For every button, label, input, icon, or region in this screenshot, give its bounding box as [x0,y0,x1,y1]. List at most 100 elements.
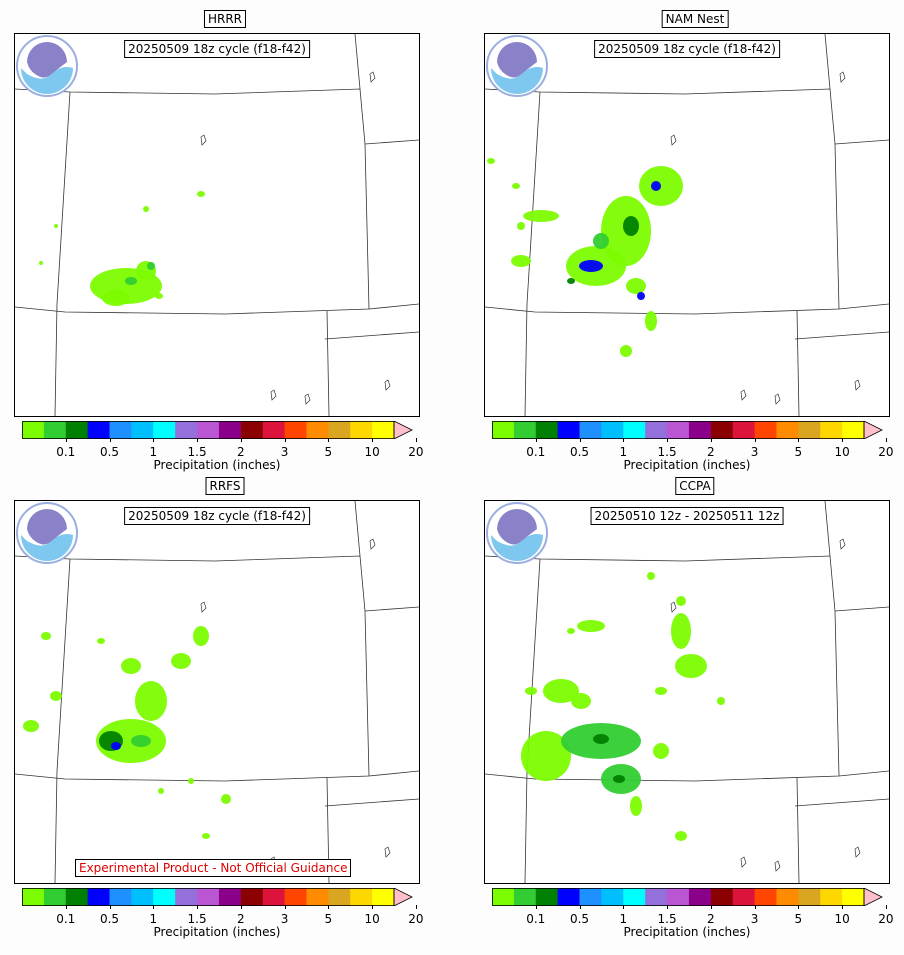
colorbar-swatch [754,421,777,439]
tick-label: 5 [794,445,803,459]
colorbar-swatch [776,421,799,439]
tick-label: 20 [408,912,424,926]
colorbar-swatch [43,421,67,439]
colorbar-swatch [22,421,45,439]
colorbar-swatch [109,888,132,906]
colorbar-swatch [842,421,865,439]
colorbar-swatch [513,421,537,439]
tick-mark [798,905,800,909]
colorbar-swatch [645,888,668,906]
colorbar-swatch [667,888,690,906]
colorbar-swatch [645,421,668,439]
precipitation-field [521,572,725,841]
colorbar-swatch [732,421,756,439]
colorbar [492,888,883,906]
precip-area [675,654,707,678]
colorbar-swatch [284,421,307,439]
tick-label: 10 [834,912,850,926]
tick-label: 20 [878,912,894,926]
precip-area [645,311,657,331]
colorbar-swatch [350,888,373,906]
tick-label: 10 [364,912,380,926]
colorbar-swatch [372,421,395,439]
precip-area [676,596,686,606]
colorbar-swatch [43,888,67,906]
tick-label: 3 [280,912,289,926]
colorbar [22,888,413,906]
precip-area [567,278,575,284]
colorbar-swatch [175,421,198,439]
tick-label: 1.5 [187,445,207,459]
colorbar-swatch [65,421,89,439]
precip-area [97,638,105,644]
tick-label: 2 [706,445,715,459]
precip-map: 20250510 12z - 20250511 12z [484,500,890,884]
tick-label: 0.1 [526,445,546,459]
precipitation-field [39,191,205,306]
precip-area [158,788,164,794]
colorbar-swatch [153,888,176,906]
colorbar-swatch [688,888,712,906]
colorbar-swatch [350,421,373,439]
precip-area [571,693,591,709]
colorbar-swatch [732,888,756,906]
map-panel: RRFS 20250509 18z cycle (f18-f42) Experime… [0,467,450,939]
disclaimer-label: Experimental Product - Not Official Guid… [75,859,352,877]
tick-mark [372,905,374,909]
tick-label: 1.5 [657,912,677,926]
tick-label: 3 [280,445,289,459]
precip-area [623,216,639,236]
tick-mark [65,438,67,442]
tick-label: 1 [619,445,628,459]
tick-mark [153,438,155,442]
colorbar-swatch [328,888,351,906]
precip-area [39,261,43,265]
tick-label: 3 [750,912,759,926]
precip-area [111,742,121,750]
precip-area [221,794,231,804]
tick-mark [65,905,67,909]
colorbar-swatch [328,421,351,439]
colorbar-swatch [557,421,581,439]
tick-mark [842,438,844,442]
tick-mark [535,905,537,909]
tick-label: 0.5 [99,912,120,926]
precip-area [23,720,39,732]
colorbar-ticks: 0.1 0.5 1 1.5 2 3 5 10 20 [22,438,424,459]
colorbar-swatch [131,421,154,439]
colorbar-swatch [535,421,559,439]
precip-area [613,775,625,783]
tick-label: 2 [236,445,245,459]
noaa-logo-icon [486,35,548,97]
colorbar-swatch [197,421,220,439]
map-panel: CCPA 20250510 12z - 20250511 12z 0.1 0.5 1 1.… [470,467,904,939]
precip-map: 20250509 18z cycle (f18-f42) [14,33,420,417]
colorbar-swatch [535,888,559,906]
colorbar-swatch [492,888,515,906]
precip-area [671,613,691,649]
colorbar-swatch [688,421,712,439]
state-boundaries [485,34,889,416]
precip-area [155,293,163,299]
precip-area [517,222,525,230]
tick-mark [754,438,756,442]
precip-area [577,620,605,632]
noaa-logo-icon [486,502,548,564]
colorbar-swatch [197,888,220,906]
precip-area [567,628,575,634]
cycle-label: 20250509 18z cycle (f18-f42) [594,40,780,58]
precip-area [647,572,655,580]
tick-mark [240,905,242,909]
tick-label: 5 [324,912,333,926]
colorbar-swatch [820,421,843,439]
precip-area [197,191,205,197]
tick-mark [623,438,625,442]
precip-area [521,731,571,781]
tick-mark [535,438,537,442]
colorbar-swatch [798,888,821,906]
precip-area [593,734,609,744]
tick-mark [754,905,756,909]
tick-mark [415,905,417,909]
tick-mark [885,905,887,909]
tick-mark [667,438,669,442]
